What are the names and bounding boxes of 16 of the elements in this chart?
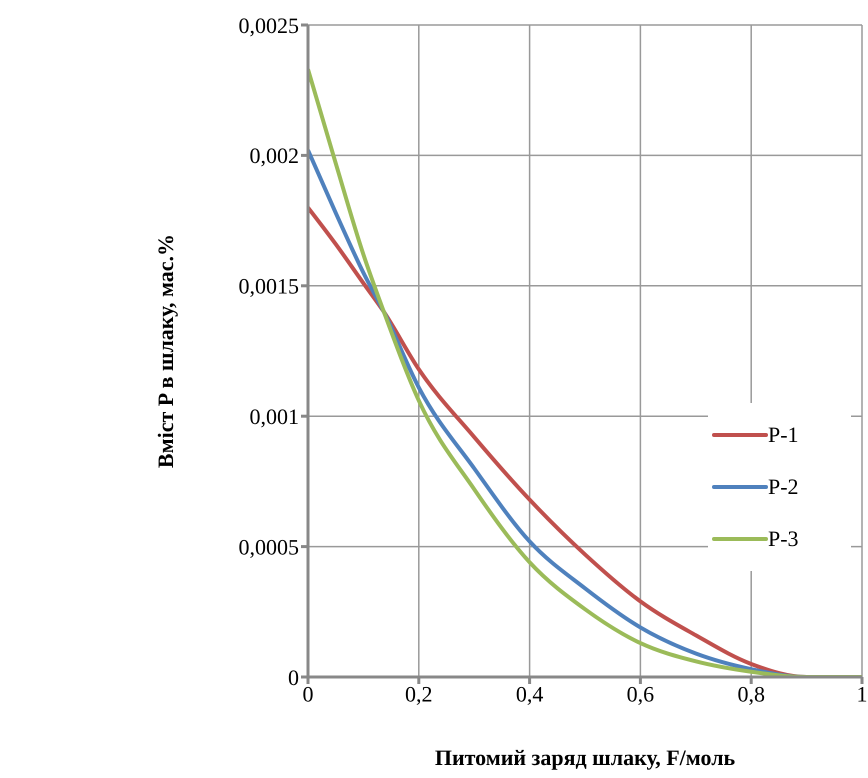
x-tick-label: 0,4	[516, 682, 544, 707]
y-tick-label: 0	[288, 664, 299, 690]
x-tick-label: 0,6	[626, 682, 654, 707]
legend-label: P-3	[768, 525, 799, 553]
legend-label: P-1	[768, 421, 799, 449]
y-tick-label: 0,0025	[238, 12, 299, 38]
y-tick-label: 0,0015	[238, 274, 299, 299]
legend-label: P-2	[768, 473, 799, 501]
x-axis-title: Питомий заряд шлаку, F/моль	[434, 745, 736, 770]
x-tick-label: 0,8	[737, 682, 765, 707]
y-axis-title: Вміст P в шлаку, мас.%	[152, 234, 178, 468]
x-tick-label: 0,2	[405, 682, 433, 707]
y-tick-label: 0,001	[250, 404, 299, 430]
y-tick-label: 0,0005	[238, 534, 299, 560]
x-tick-label: 1	[856, 682, 868, 707]
y-tick-label: 0,002	[250, 143, 299, 168]
